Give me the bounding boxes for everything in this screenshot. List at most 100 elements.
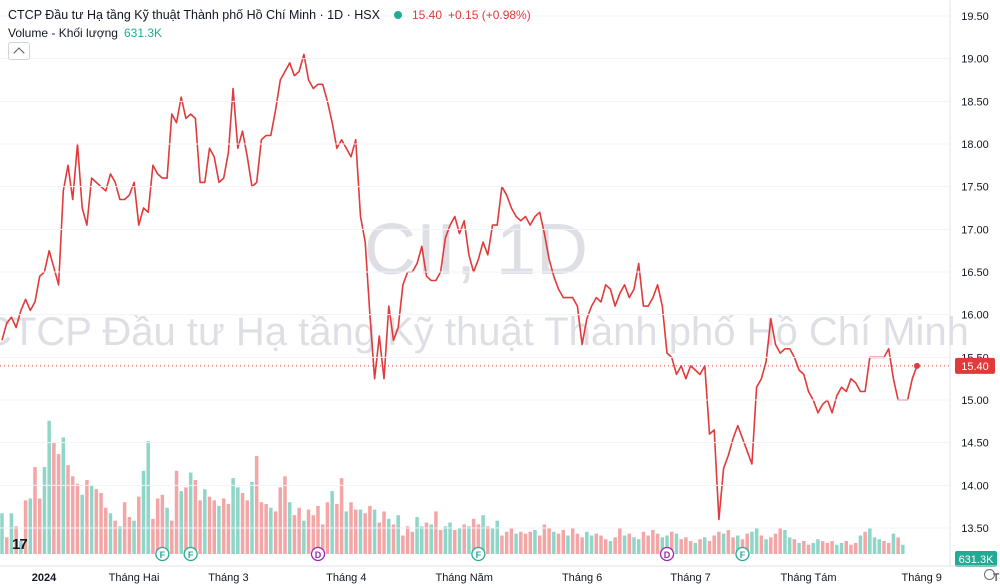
event-marker-F[interactable] <box>735 546 750 562</box>
time-tick-label: Tháng 3 <box>208 572 248 584</box>
volume-bar <box>594 533 599 554</box>
volume-bar <box>278 487 283 554</box>
volume-bar <box>717 531 721 554</box>
volume-bar <box>443 526 448 554</box>
volume-bar <box>896 537 900 554</box>
event-marker-F[interactable] <box>155 546 170 562</box>
volume-bar <box>170 520 174 554</box>
volume-bar <box>174 470 179 554</box>
event-marker-D[interactable] <box>659 546 675 562</box>
volume-bar <box>85 480 89 554</box>
price-line[interactable] <box>1 53 918 521</box>
event-marker-label: F <box>476 550 482 560</box>
watermark-symbol: CII, 1D <box>364 210 588 290</box>
volume-bar <box>802 541 806 554</box>
volume-bar <box>221 498 226 554</box>
volume-bar <box>481 515 485 554</box>
volume-bar <box>665 535 669 554</box>
time-tick-label: Tháng 9 <box>902 572 942 584</box>
volume-bar <box>316 505 320 554</box>
volume-bar <box>193 480 198 554</box>
volume-bar <box>155 498 160 554</box>
tradingview-logo-icon[interactable]: 17 <box>12 536 28 553</box>
volume-bar <box>825 542 830 554</box>
volume-bar <box>339 478 344 554</box>
event-marker-D[interactable] <box>310 546 326 562</box>
volume-bar <box>146 441 150 554</box>
volume-bar <box>434 511 438 554</box>
event-marker-F[interactable] <box>471 546 486 562</box>
legend: CTCP Đầu tư Hạ tầng Kỹ thuật Thành phố H… <box>8 6 531 42</box>
volume-bar <box>363 513 367 554</box>
price-axis[interactable]: 19.50 19.00 18.50 18.00 17.50 17.00 16.50 16.00… <box>0 0 997 567</box>
volume-bar <box>108 513 113 554</box>
settings-icon[interactable] <box>984 569 995 580</box>
volume-bar <box>104 507 108 554</box>
volume-bar <box>622 535 627 554</box>
volume-bar <box>236 487 240 554</box>
last-volume-tag-label: 631.3K <box>959 554 995 566</box>
volume-bar <box>37 498 42 554</box>
volume-bar <box>405 526 410 554</box>
price-tick-label: 19.50 <box>961 11 989 23</box>
volume-bar <box>778 528 782 554</box>
time-tick-label: Tháng 7 <box>670 572 710 584</box>
last-price: 15.40 <box>411 8 442 22</box>
volume-bar <box>839 542 844 554</box>
volume-bar <box>368 505 372 554</box>
volume-label[interactable]: Volume - Khối lượng <box>8 26 118 40</box>
last-volume-tag <box>955 551 997 567</box>
time-tick-label: Tháng 10 <box>993 572 1000 584</box>
volume-bar <box>712 535 716 554</box>
volume-bar <box>386 518 391 554</box>
volume-bar <box>415 517 419 554</box>
volume-bar <box>636 539 641 554</box>
volume-bar <box>240 492 245 554</box>
volume-bar <box>792 539 797 554</box>
volume-bar <box>603 539 608 554</box>
volume-bar <box>0 513 4 554</box>
volume-bar <box>141 470 146 554</box>
volume-bar <box>736 535 740 554</box>
volume-bar <box>344 511 349 554</box>
symbol-title[interactable]: CTCP Đầu tư Hạ tầng Kỹ thuật Thành phố H… <box>8 8 380 22</box>
price-tick-label: 14.00 <box>961 480 989 492</box>
volume-bar <box>651 529 655 554</box>
volume-bar <box>570 528 575 554</box>
price-tick-label: 14.50 <box>961 438 989 450</box>
volume-bar <box>212 500 217 554</box>
volume-bars <box>0 420 905 554</box>
volume-bar <box>401 535 405 554</box>
volume-value: 631.3K <box>123 26 163 40</box>
volume-bar <box>297 507 301 554</box>
volume-bar <box>547 528 551 554</box>
volume-bar <box>783 529 787 554</box>
price-lines <box>0 53 950 521</box>
volume-bar <box>599 535 603 554</box>
time-axis[interactable]: 2024 Tháng Hai Tháng 3 Tháng 4 Tháng Năm Thán… <box>0 565 1000 584</box>
volume-bar <box>688 541 693 554</box>
volume-bar <box>684 537 688 554</box>
volume-bar <box>292 515 297 554</box>
volume-bar <box>745 533 749 554</box>
last-price-tag <box>955 357 995 374</box>
volume-bar <box>835 544 839 554</box>
legend-volume-row: Volume - Khối lượng 631.3K <box>8 24 531 42</box>
volume-bar <box>28 498 33 554</box>
volume-bar <box>94 489 99 554</box>
event-marker-F[interactable] <box>183 546 198 562</box>
volume-bar <box>353 509 358 554</box>
volume-bar <box>660 537 665 554</box>
time-tick-label: Tháng 4 <box>326 572 366 584</box>
volume-bar <box>655 533 660 554</box>
volume-bar <box>519 531 523 554</box>
volume-bar <box>231 478 235 554</box>
market-status-icon <box>393 11 402 19</box>
volume-bar <box>372 509 377 554</box>
watermark: CII, 1D CTCP Đầu tư Hạ tầng Kỹ thuật Thà… <box>0 210 969 354</box>
collapse-legend-button[interactable] <box>8 42 30 60</box>
volume-bar <box>806 544 811 554</box>
price-tick-label: 17.50 <box>961 182 989 194</box>
